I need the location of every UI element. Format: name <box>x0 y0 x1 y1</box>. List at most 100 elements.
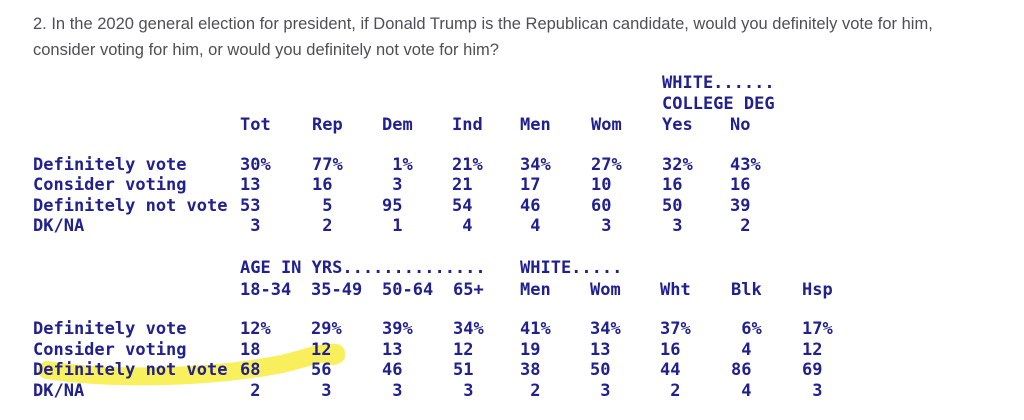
col-header: 18-34 <box>240 280 292 300</box>
span-header: WHITE..... <box>520 258 623 278</box>
cell: 2 <box>660 381 681 401</box>
cell: 2 <box>520 381 541 401</box>
col-header: Wom <box>591 115 622 135</box>
col-header: 50-64 <box>382 280 434 300</box>
cell: 32% <box>662 155 693 175</box>
row-label: Consider voting <box>33 175 187 195</box>
cell: 3 <box>453 381 474 401</box>
cell: 13 <box>382 340 403 360</box>
span-header: WHITE...... <box>662 73 775 93</box>
cell: 3 <box>311 381 332 401</box>
cell: 4 <box>731 381 752 401</box>
cell: 18 <box>240 340 261 360</box>
cell: 39% <box>382 319 413 339</box>
cell: 29% <box>311 319 342 339</box>
col-header: Tot <box>240 115 271 135</box>
col-header: Men <box>520 115 551 135</box>
cell: 16 <box>660 340 681 360</box>
cell: 77% <box>312 155 343 175</box>
cell: 46 <box>520 196 541 216</box>
row-label: DK/NA <box>33 381 85 401</box>
cell: 16 <box>662 175 683 195</box>
cell: 16 <box>312 175 333 195</box>
cell: 4 <box>520 216 541 236</box>
cell: 34% <box>453 319 484 339</box>
cell: 95 <box>382 196 403 216</box>
row-label-highlighted: Definitely not vote <box>33 360 228 380</box>
cell: 4 <box>452 216 473 236</box>
cell: 1% <box>382 155 413 175</box>
cell: 3 <box>382 175 403 195</box>
cell: 41% <box>520 319 551 339</box>
cell: 3 <box>382 381 403 401</box>
cell: 2 <box>730 216 751 236</box>
cell: 3 <box>240 216 261 236</box>
cell: 12% <box>240 319 271 339</box>
cell: 3 <box>802 381 823 401</box>
col-header: Men <box>520 280 551 300</box>
cell: 34% <box>590 319 621 339</box>
cell: 1 <box>382 216 403 236</box>
question-line-2: consider voting for him, or would you de… <box>33 41 499 59</box>
cell: 6% <box>731 319 762 339</box>
cell: 50 <box>662 196 683 216</box>
row-label: Consider voting <box>33 340 187 360</box>
cell: 13 <box>590 340 611 360</box>
col-header: Wom <box>590 280 621 300</box>
cell: 2 <box>312 216 333 236</box>
cell: 51 <box>453 360 474 380</box>
question-line-1: 2. In the 2020 general election for pres… <box>33 15 933 33</box>
span-header: COLLEGE DEG <box>662 94 775 114</box>
cell: 50 <box>590 360 611 380</box>
cell: 53 <box>240 196 261 216</box>
poll-question: 2. In the 2020 general election for pres… <box>33 11 933 63</box>
cell: 56 <box>311 360 332 380</box>
row-label: Definitely vote <box>33 155 187 175</box>
cell: 21 <box>452 175 473 195</box>
row-label: Definitely not vote <box>33 196 228 216</box>
cell: 12 <box>802 340 823 360</box>
cell: 4 <box>731 340 752 360</box>
cell: 3 <box>591 216 612 236</box>
cell: 68 <box>240 360 261 380</box>
cell: 44 <box>660 360 681 380</box>
cell: 12 <box>311 340 332 360</box>
cell: 38 <box>520 360 541 380</box>
col-header: 65+ <box>453 280 484 300</box>
col-header: Wht <box>660 280 691 300</box>
row-label: DK/NA <box>33 216 85 236</box>
col-header: Ind <box>452 115 483 135</box>
cell: 5 <box>312 196 333 216</box>
cell: 3 <box>590 381 611 401</box>
col-header: 35-49 <box>311 280 363 300</box>
col-header: Hsp <box>802 280 833 300</box>
cell: 54 <box>452 196 473 216</box>
cell: 30% <box>240 155 271 175</box>
row-label: Definitely vote <box>33 319 187 339</box>
cell: 19 <box>520 340 541 360</box>
span-header: AGE IN YRS.............. <box>240 258 486 278</box>
highlighter-stroke-tip <box>319 347 345 365</box>
cell: 27% <box>591 155 622 175</box>
cell: 10 <box>591 175 612 195</box>
col-header: Dem <box>382 115 413 135</box>
cell: 34% <box>520 155 551 175</box>
cell: 2 <box>240 381 261 401</box>
cell: 39 <box>730 196 751 216</box>
cell: 17 <box>520 175 541 195</box>
col-header: Blk <box>731 280 762 300</box>
cell: 46 <box>382 360 403 380</box>
col-header: Rep <box>312 115 343 135</box>
cell: 3 <box>662 216 683 236</box>
cell: 13 <box>240 175 261 195</box>
highlighter-stroke-main <box>38 343 345 386</box>
cell: 16 <box>730 175 751 195</box>
col-header: No <box>730 115 751 135</box>
cell: 69 <box>802 360 823 380</box>
cell: 43% <box>730 155 761 175</box>
cell: 12 <box>453 340 474 360</box>
cell: 17% <box>802 319 833 339</box>
